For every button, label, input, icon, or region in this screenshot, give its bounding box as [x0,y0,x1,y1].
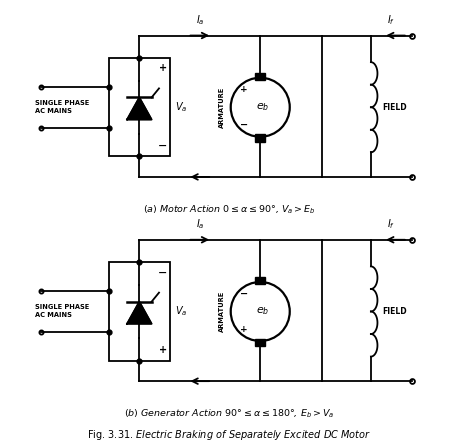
Text: $V_a$: $V_a$ [175,305,187,318]
Text: $(b)$ Generator Action $90° \leq \alpha \leq 180°$, $E_b > V_a$: $(b)$ Generator Action $90° \leq \alpha … [124,408,335,420]
Text: +: + [159,63,167,73]
Text: SINGLE PHASE
AC MAINS: SINGLE PHASE AC MAINS [35,305,89,318]
Polygon shape [127,301,151,324]
Text: Fig. 3.31. $\bf{\it{Electric\ Braking\ of\ Separately\ Excited\ DC\ Motor}}$: Fig. 3.31. $\bf{\it{Electric\ Braking\ o… [87,428,372,442]
Text: $(a)$ Motor Action $0 \leq \alpha \leq 90°$, $V_a > E_b$: $(a)$ Motor Action $0 \leq \alpha \leq 9… [143,203,316,216]
Text: −: − [158,141,168,151]
Text: SINGLE PHASE
AC MAINS: SINGLE PHASE AC MAINS [35,100,89,114]
Text: −: − [240,120,248,130]
Text: +: + [240,85,248,94]
FancyBboxPatch shape [255,277,265,285]
Text: $e_b$: $e_b$ [256,101,269,113]
Text: $V_a$: $V_a$ [175,100,187,114]
Text: $e_b$: $e_b$ [256,305,269,317]
Text: −: − [240,289,248,299]
FancyBboxPatch shape [255,134,265,142]
Text: FIELD: FIELD [382,307,407,316]
Text: −: − [158,268,168,278]
Text: $I_a$: $I_a$ [196,13,204,27]
Text: ARMATURE: ARMATURE [218,291,225,332]
Text: +: + [159,345,167,355]
Text: ARMATURE: ARMATURE [218,87,225,128]
Bar [109,58,170,156]
Text: $I_f$: $I_f$ [387,13,396,27]
FancyBboxPatch shape [255,73,265,80]
Polygon shape [127,97,151,119]
Text: FIELD: FIELD [382,103,407,112]
Bar [109,262,170,361]
Text: +: + [240,325,248,334]
FancyBboxPatch shape [255,338,265,346]
Text: $I_f$: $I_f$ [387,217,396,231]
Text: $I_a$: $I_a$ [196,217,204,231]
